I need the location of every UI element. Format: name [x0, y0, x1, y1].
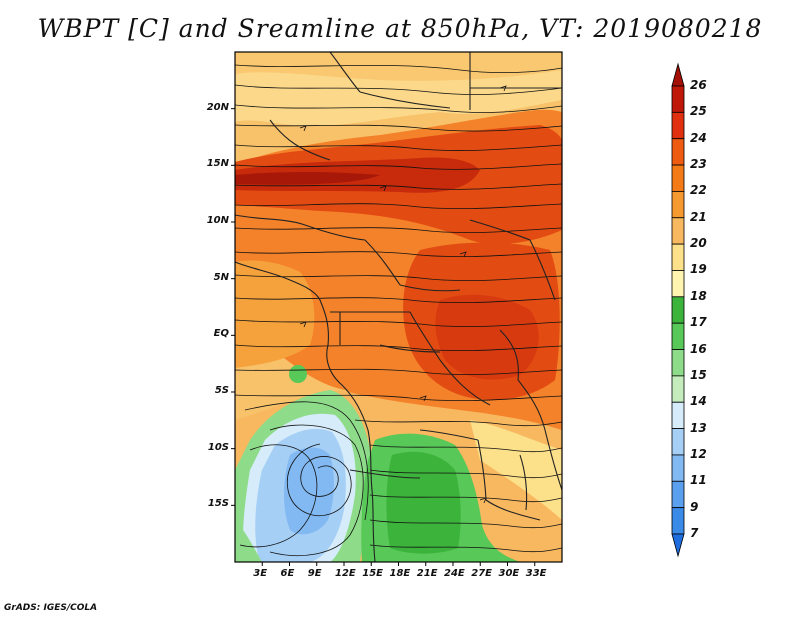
lat-tick-label: 15S	[207, 498, 229, 510]
lon-tick-label: 24E	[444, 568, 465, 579]
colorbar-segment	[671, 243, 685, 271]
lat-tick-label: 5S	[214, 385, 229, 396]
colorbar-segment	[671, 322, 685, 350]
colorbar-level-label: 9	[690, 499, 699, 514]
colorbar-level-label: 25	[690, 104, 707, 119]
colorbar-max-triangle	[671, 62, 685, 87]
lat-tick-label: EQ	[213, 328, 229, 340]
colorbar-level-label: 20	[690, 236, 707, 251]
colorbar-level-label: 17	[690, 315, 707, 330]
colorbar-segment	[671, 270, 685, 298]
colorbar-level-label: 19	[690, 262, 707, 277]
lon-tick-label: 12E	[335, 568, 356, 579]
colorbar-level-label: 26	[690, 78, 707, 92]
colorbar-level-label: 23	[690, 157, 707, 172]
chart-title: WBPT [C] and Sreamline at 850hPa, VT: 20…	[37, 14, 763, 43]
colorbar-level-label: 12	[690, 446, 707, 461]
lat-tick-label: 20N	[206, 101, 229, 113]
lon-tick-label: 9E	[307, 568, 322, 579]
colorbar-segment	[671, 480, 685, 509]
colorbar-level-label: 16	[690, 341, 707, 356]
streamlines	[235, 64, 562, 557]
colorbar-segment	[671, 401, 685, 429]
colorbar-level-label: 21	[690, 209, 707, 224]
lon-tick-label: 6E	[280, 568, 295, 579]
lon-tick-label: 33E	[525, 568, 547, 579]
colorbar-segment	[671, 191, 685, 219]
map-axis-ticks	[231, 108, 536, 566]
colorbar-level-label: 13	[690, 420, 707, 435]
colorbar-segment	[671, 111, 685, 140]
colorbar-segment	[671, 375, 685, 403]
colorbar-level-label: 18	[690, 288, 707, 303]
lon-tick-label: 3E	[253, 568, 268, 579]
colorbar-level-label: 11	[690, 473, 707, 488]
lon-tick-label: 30E	[498, 568, 520, 579]
colorbar-level-label: 22	[690, 183, 707, 198]
colorbar-segment	[671, 217, 685, 245]
colorbar-segment	[671, 507, 685, 535]
country-borders	[235, 52, 562, 562]
colorbar-segment	[671, 349, 685, 377]
lon-tick-label: 15E	[362, 568, 383, 579]
colorbar-level-label: 24	[690, 130, 707, 145]
lon-tick-label: 18E	[389, 568, 411, 579]
footer-credit: GrADS: IGES/COLA	[4, 603, 98, 613]
lat-tick-label: 5N	[213, 271, 229, 283]
colorbar-segment	[671, 296, 685, 324]
colorbar-segment	[671, 138, 685, 166]
lat-tick-label: 10S	[207, 441, 229, 453]
lon-tick-label: 27E	[471, 568, 492, 579]
colorbar-min-triangle	[671, 533, 685, 558]
colorbar-segment	[671, 428, 685, 456]
colorbar-segment	[671, 454, 685, 482]
colorbar-segment	[671, 164, 685, 192]
colorbar-level-label: 7	[690, 526, 699, 540]
lat-tick-label: 10N	[206, 215, 229, 226]
lat-tick-label: 15N	[206, 158, 229, 170]
colorbar-segment	[671, 85, 685, 113]
lon-tick-label: 21E	[416, 568, 438, 579]
colorbar-level-label: 15	[690, 367, 707, 382]
colorbar-level-label: 14	[690, 394, 707, 409]
